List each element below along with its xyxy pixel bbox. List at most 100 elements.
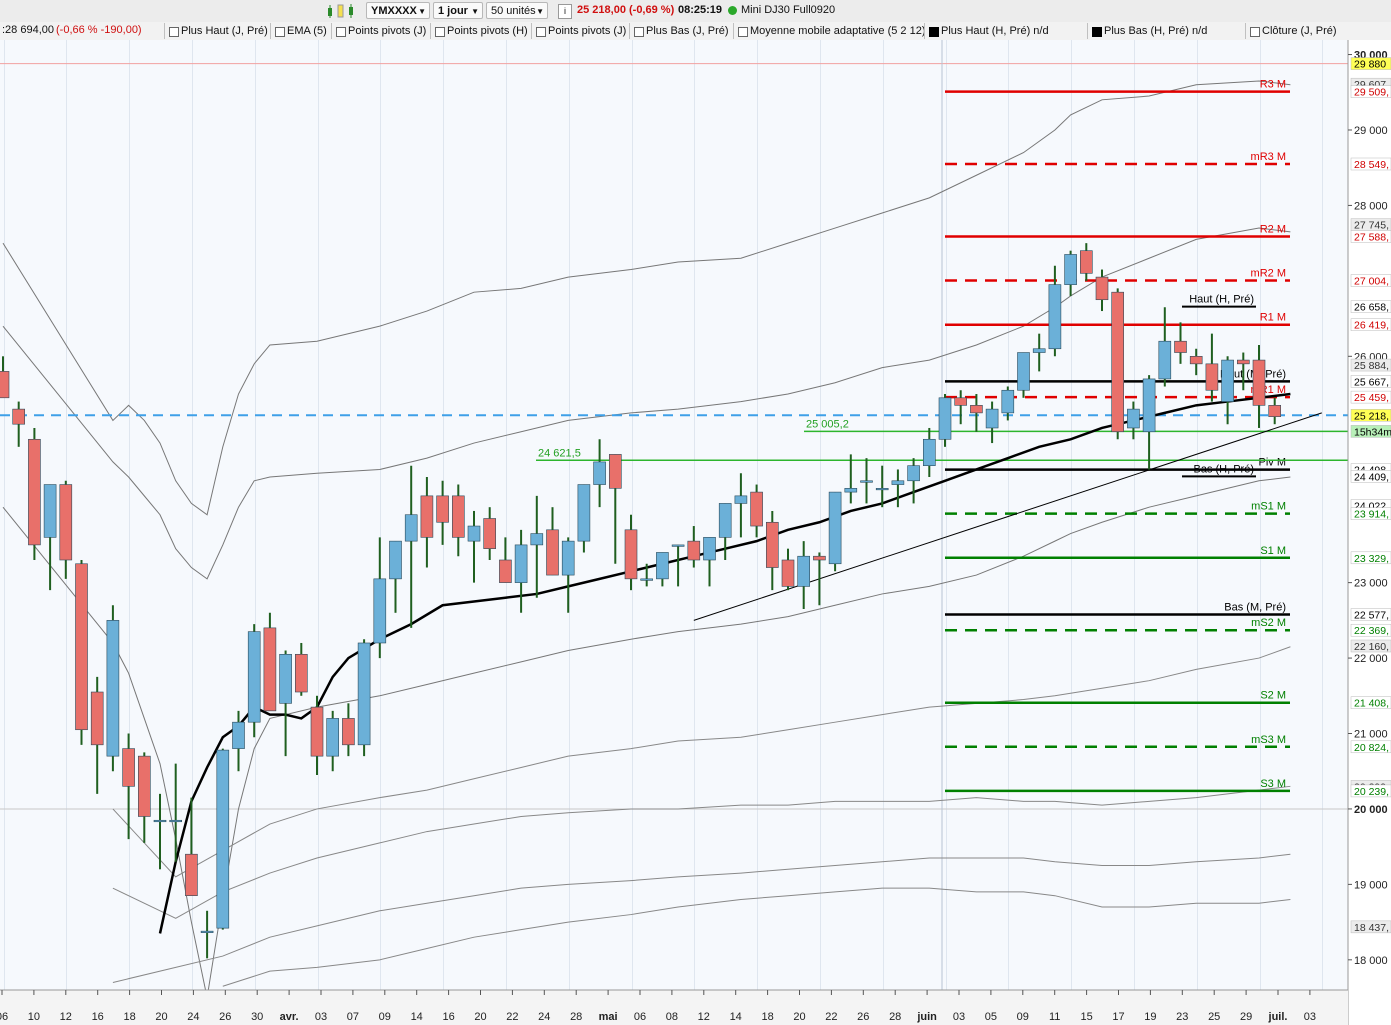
price-tag-background <box>1350 623 1391 637</box>
price-tag: 29 509, <box>1354 87 1389 99</box>
date-tick-label: juil. <box>1268 1011 1288 1023</box>
date-tick-label: 26 <box>857 1011 869 1023</box>
indicator-chip[interactable]: Plus Haut (H, Pré) n/d <box>927 23 1049 39</box>
indicator-lead-value: :28 694,00 <box>2 24 54 36</box>
candle-body <box>342 718 355 746</box>
candle-body <box>561 540 575 576</box>
price-tag-background <box>1350 85 1391 98</box>
checkbox-icon <box>929 27 939 37</box>
candle-body <box>875 488 889 491</box>
date-tick-label: 03 <box>1304 1011 1316 1023</box>
date-tick-label: 17 <box>1112 1011 1124 1023</box>
date-tick-label: 14 <box>411 1011 423 1023</box>
price-tick-label: 21 000 <box>1354 729 1388 741</box>
instrument-select[interactable]: YMXXXX ▼ <box>366 2 430 19</box>
indicator-chip[interactable]: Plus Bas (H, Pré) n/d <box>1090 23 1207 39</box>
price-tick-label: 19 000 <box>1354 879 1388 891</box>
upper-band <box>2 80 1291 516</box>
candle-body <box>891 480 905 485</box>
pivot-level-label: mS3 M <box>1251 734 1286 746</box>
units-select[interactable]: 50 unités ▼ <box>486 2 548 19</box>
indicator-chip[interactable]: Clôture (J, Pré) <box>1248 23 1337 39</box>
date-axis[interactable]: 06 10 12 16 18 20 24 26 30 avr. 03 07 09 14 16 20 22 24 28… <box>0 989 1348 1025</box>
candle-body <box>279 653 292 704</box>
indicator-chip[interactable]: Plus Bas (J, Pré) <box>632 23 729 39</box>
candle-body <box>247 631 261 723</box>
indicator-chip[interactable]: Points pivots (J) <box>534 23 626 39</box>
indicator-chip-label: Plus Haut (H, Pré) n/d <box>941 25 1049 37</box>
candle-body <box>1001 389 1015 414</box>
candle-body <box>373 578 387 644</box>
candle-body <box>938 397 952 440</box>
envelope-bands <box>2 80 1291 998</box>
candle-body <box>43 484 57 538</box>
candle-body <box>546 529 559 576</box>
price-tag: 27 588, <box>1354 232 1389 244</box>
date-tick-label: 24 <box>538 1011 550 1023</box>
candle-body <box>1205 363 1219 391</box>
pivot-level-label: mR3 M <box>1251 151 1286 163</box>
candle-body <box>577 484 591 542</box>
price-tag-background <box>1350 375 1391 388</box>
indicator-chip-label: Clôture (J, Pré) <box>1262 25 1337 37</box>
chart-type-icon[interactable] <box>326 3 362 18</box>
price-tag: 27 004, <box>1354 276 1389 288</box>
price-tag: 18 437, <box>1354 922 1389 934</box>
candle-body <box>1017 352 1030 391</box>
lower-band-5 <box>222 887 1291 987</box>
date-tick-label: avr. <box>280 1011 299 1023</box>
date-tick-label: 22 <box>825 1011 837 1023</box>
indicator-chip[interactable]: Points pivots (J) <box>334 23 426 39</box>
indicator-chip[interactable]: Moyenne mobile adaptative (5 2 12) <box>736 23 926 39</box>
indicator-chip-label: Plus Haut (J, Pré) <box>181 25 268 37</box>
indicator-chip[interactable]: Plus Haut (J, Pré) <box>167 23 268 39</box>
candle-body <box>467 525 481 542</box>
lower-band-4 <box>112 853 1291 983</box>
instrument-label: YMXXXX <box>371 5 417 17</box>
date-tick-label: 09 <box>379 1011 391 1023</box>
candle-body <box>1064 254 1077 285</box>
chip-separator <box>430 23 431 39</box>
date-tick-label: 25 <box>1208 1011 1220 1023</box>
lower-band <box>2 476 1291 998</box>
product-label: Mini DJ30 Full0920 <box>741 4 836 16</box>
candle-body <box>216 749 230 929</box>
indicator-chip-label: Plus Bas (H, Pré) n/d <box>1104 25 1208 37</box>
candle-body <box>310 706 324 757</box>
price-tag: 25 218, <box>1354 410 1389 422</box>
timeframe-select[interactable]: 1 jour ▼ <box>433 2 483 19</box>
status-dot-icon <box>728 6 737 15</box>
indicator-chip[interactable]: EMA (5) <box>273 23 327 39</box>
price-tag-background <box>1350 274 1391 287</box>
date-tick-label: 29 <box>1240 1011 1252 1023</box>
weekly-mark-label: Haut (H, Pré) <box>1189 294 1254 306</box>
checkbox-icon <box>738 27 748 37</box>
price-tag: 24 022, <box>1354 501 1389 513</box>
date-tick-label: 08 <box>666 1011 678 1023</box>
candle-body <box>734 495 748 504</box>
checkbox-icon <box>1092 27 1102 37</box>
candle-body <box>59 484 73 561</box>
candle-body <box>122 748 135 787</box>
pivot-level-label: mS1 M <box>1251 501 1286 513</box>
date-tick-label: 18 <box>123 1011 135 1023</box>
info-icon[interactable]: i <box>558 4 572 19</box>
checkbox-icon <box>336 27 346 37</box>
candle-body <box>1127 408 1140 429</box>
indicator-chip[interactable]: Points pivots (H) <box>433 23 528 39</box>
candle-body <box>499 559 512 583</box>
date-tick-label: 20 <box>155 1011 167 1023</box>
price-tag-background <box>1350 696 1391 709</box>
candle-body <box>1095 276 1109 301</box>
price-tag: 23 914, <box>1354 509 1389 521</box>
price-info: 25 218,00 (-0,69 %) <box>577 4 675 16</box>
checkbox-icon <box>1250 27 1260 37</box>
date-tick-label: 24 <box>187 1011 199 1023</box>
date-tick-label: 16 <box>442 1011 454 1023</box>
candle-body <box>389 540 402 580</box>
candle-body <box>90 691 104 746</box>
pivot-level-label: mS2 M <box>1251 617 1286 629</box>
candle-body <box>169 819 182 823</box>
